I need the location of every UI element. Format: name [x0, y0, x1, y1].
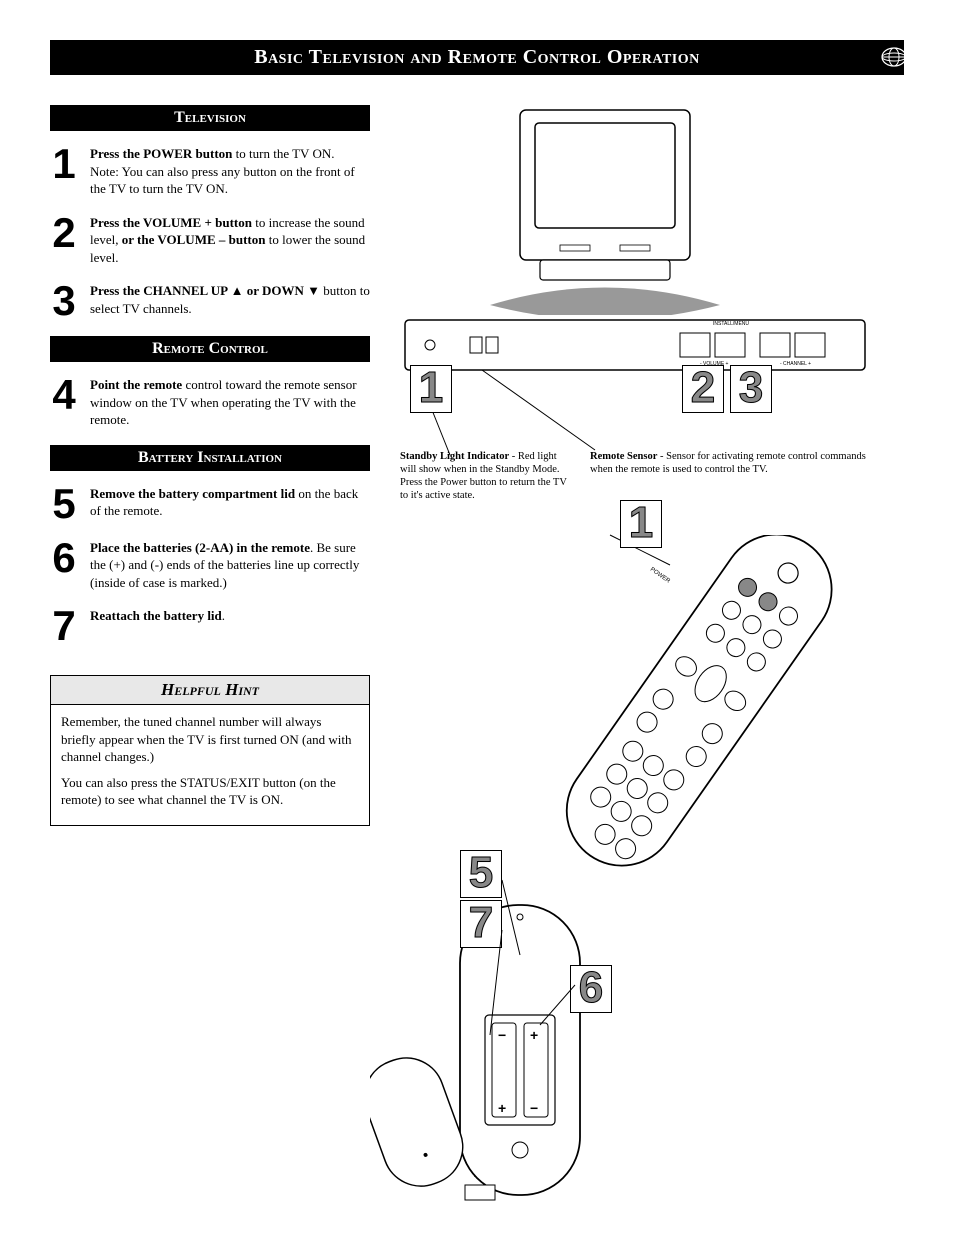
svg-text:−: −	[530, 1100, 538, 1116]
step-2: 2 Press the VOLUME + button to increase …	[50, 214, 370, 267]
hint-title: Helpful Hint	[51, 676, 369, 705]
remote-front-illustration: POWER	[500, 535, 900, 915]
step-text: Press the CHANNEL UP ▲ or DOWN ▼ button …	[90, 282, 370, 320]
callout-2: 2	[682, 365, 724, 413]
step-text: Press the POWER button to turn the TV ON…	[90, 145, 370, 198]
section-remote: Remote Control	[50, 336, 370, 362]
leader-lines	[400, 345, 880, 465]
step-4: 4 Point the remote control toward the re…	[50, 376, 370, 429]
svg-text:+: +	[498, 1100, 506, 1116]
step-7: 7 Reattach the battery lid.	[50, 607, 370, 645]
tv-illustration	[460, 105, 760, 315]
step-5: 5 Remove the battery compartment lid on …	[50, 485, 370, 523]
hint-body: Remember, the tuned channel number will …	[51, 705, 369, 825]
label-standby: Standby Light Indicator - Red light will…	[400, 450, 570, 503]
step-num: 6	[50, 539, 78, 592]
callout-1: 1	[410, 365, 452, 413]
hint-box: Helpful Hint Remember, the tuned channel…	[50, 675, 370, 826]
step-3: 3 Press the CHANNEL UP ▲ or DOWN ▼ butto…	[50, 282, 370, 320]
page-title-bar: Basic Television and Remote Control Oper…	[50, 40, 904, 75]
step-text: Remove the battery compartment lid on th…	[90, 485, 370, 523]
label-sensor: Remote Sensor - Sensor for activating re…	[590, 450, 880, 476]
leader-battery	[480, 875, 600, 1045]
diagram-area: INSTALL/MENU - VOLUME + - CHANNEL + 1 2 …	[400, 105, 904, 1135]
callout-remote-1: 1	[620, 500, 662, 548]
left-column: Television 1 Press the POWER button to t…	[50, 105, 370, 1135]
step-num: 2	[50, 214, 78, 267]
section-television: Television	[50, 105, 370, 131]
svg-text:INSTALL/MENU: INSTALL/MENU	[713, 321, 749, 327]
step-text: Point the remote control toward the remo…	[90, 376, 370, 429]
section-battery: Battery Installation	[50, 445, 370, 471]
step-num: 4	[50, 376, 78, 429]
page-title: Basic Television and Remote Control Oper…	[254, 46, 700, 68]
right-column: INSTALL/MENU - VOLUME + - CHANNEL + 1 2 …	[400, 105, 904, 1135]
step-num: 1	[50, 145, 78, 198]
step-1: 1 Press the POWER button to turn the TV …	[50, 145, 370, 198]
step-num: 7	[50, 607, 78, 645]
step-num: 5	[50, 485, 78, 523]
step-num: 3	[50, 282, 78, 320]
callout-3: 3	[730, 365, 772, 413]
step-text: Reattach the battery lid.	[90, 607, 225, 645]
globe-icon	[879, 42, 909, 72]
step-6: 6 Place the batteries (2-AA) in the remo…	[50, 539, 370, 592]
step-text: Press the VOLUME + button to increase th…	[90, 214, 370, 267]
step-text: Place the batteries (2-AA) in the remote…	[90, 539, 370, 592]
